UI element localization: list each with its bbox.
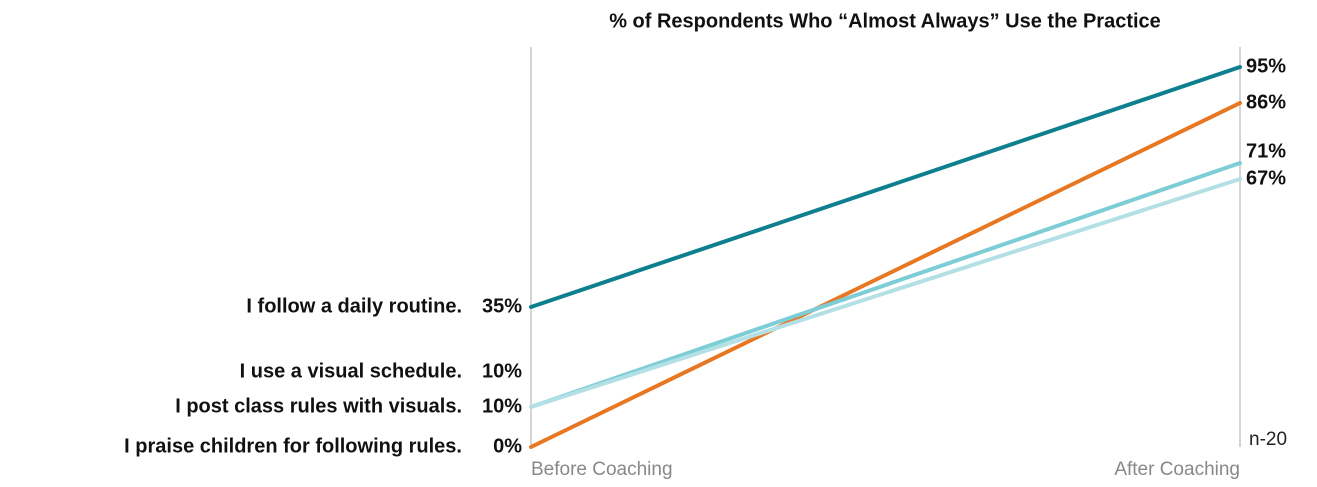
slope-line xyxy=(529,161,1242,409)
series-label: I praise children for following rules. xyxy=(124,435,462,457)
series-label: I follow a daily routine. xyxy=(246,295,462,317)
value-label: 0% xyxy=(493,435,522,457)
value-label: 71% xyxy=(1246,140,1286,162)
series-label: I post class rules with visuals. xyxy=(175,395,462,417)
annotation: n-20 xyxy=(1249,429,1287,450)
x-tick-label: After Coaching xyxy=(1114,459,1240,480)
slope-line xyxy=(529,65,1242,309)
series-label: I use a visual schedule. xyxy=(240,360,462,382)
value-label: 86% xyxy=(1246,91,1286,113)
value-label: 10% xyxy=(482,395,522,417)
x-tick-label: Before Coaching xyxy=(531,459,673,480)
slope-line xyxy=(529,101,1242,449)
chart-title: % of Respondents Who “Almost Always” Use… xyxy=(609,10,1161,32)
value-label: 10% xyxy=(482,360,522,382)
slope-line xyxy=(529,177,1242,409)
value-label: 35% xyxy=(482,295,522,317)
value-label: 95% xyxy=(1246,55,1286,77)
value-label: 67% xyxy=(1246,167,1286,189)
